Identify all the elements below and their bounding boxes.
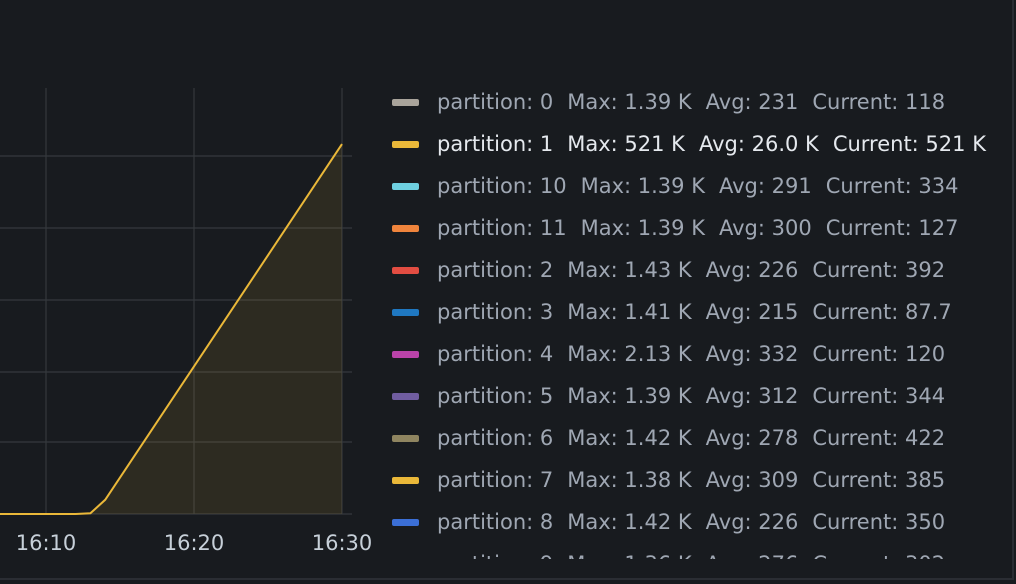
legend-item[interactable]: partition: 2 Max: 1.43 K Avg: 226 Current: …	[392, 249, 945, 291]
legend-avg: Avg: 291	[718, 174, 812, 198]
legend-current: Current: 127	[825, 216, 959, 240]
legend-current: Current: 521 K	[832, 132, 986, 156]
legend-series-name: partition: 2	[437, 258, 554, 282]
legend-item[interactable]: partition: 11 Max: 1.39 K Avg: 300 Current:…	[392, 207, 958, 249]
legend-avg: Avg: 226	[705, 258, 799, 282]
series-line-partition-1[interactable]	[0, 143, 343, 515]
legend-max: Max: 2.13 K	[567, 342, 692, 366]
legend-series-name: partition: 8	[437, 510, 554, 534]
legend-item[interactable]: partition: 0 Max: 1.39 K Avg: 231 Current: …	[392, 81, 945, 123]
legend-max: Max: 1.38 K	[567, 468, 692, 492]
legend-swatch[interactable]	[392, 476, 419, 484]
legend-swatch[interactable]	[392, 266, 419, 274]
legend-current: Current: 422	[812, 426, 946, 450]
legend-item[interactable]: partition: 5 Max: 1.39 K Avg: 312 Current: …	[392, 375, 945, 417]
legend-avg: Avg: 332	[705, 342, 799, 366]
legend-current: Current: 87.7	[812, 300, 952, 324]
legend-series-name: partition: 1	[437, 132, 554, 156]
legend-max: Max: 1.39 K	[580, 174, 705, 198]
legend-avg: Avg: 300	[718, 216, 812, 240]
legend-current: Current: 118	[812, 90, 946, 114]
legend-max: Max: 1.41 K	[567, 300, 692, 324]
legend-current: Current: 392	[812, 258, 946, 282]
x-axis-ticks: 16:10 16:20 16:30	[16, 531, 373, 555]
legend-max: Max: 1.39 K	[567, 90, 692, 114]
legend-current: Current: 302	[812, 552, 945, 559]
legend-avg: Avg: 312	[705, 384, 799, 408]
legend-max: Max: 521 K	[567, 132, 685, 156]
legend-series-name: partition: 10	[437, 174, 567, 198]
legend-swatch[interactable]	[392, 518, 419, 526]
legend-current: Current: 350	[812, 510, 946, 534]
x-tick-label: 16:30	[312, 531, 373, 555]
legend-series-name: partition: 5	[437, 384, 554, 408]
legend-item[interactable]: partition: 6 Max: 1.42 K Avg: 278 Current: …	[392, 417, 945, 459]
series-area-partition-1	[0, 144, 342, 514]
legend-item[interactable]: partition: 9 Max: 1.36 K Avg: 276 Current: …	[392, 543, 945, 559]
legend-avg: Avg: 231	[705, 90, 799, 114]
legend-avg: Avg: 226	[705, 510, 799, 534]
legend-max: Max: 1.39 K	[567, 384, 692, 408]
legend-max: Max: 1.39 K	[580, 216, 705, 240]
legend-item[interactable]: partition: 10 Max: 1.39 K Avg: 291 Current:…	[392, 165, 958, 207]
legend-item[interactable]: partition: 8 Max: 1.42 K Avg: 226 Current: …	[392, 501, 945, 543]
legend-item[interactable]: partition: 7 Max: 1.38 K Avg: 309 Current: …	[392, 459, 945, 501]
legend-max: Max: 1.42 K	[567, 510, 692, 534]
legend-avg: Avg: 278	[705, 426, 799, 450]
legend-swatch[interactable]	[392, 224, 419, 232]
chart-legend: partition: 0 Max: 1.39 K Avg: 231 Current: …	[392, 81, 1012, 559]
legend-series-name: partition: 0	[437, 90, 554, 114]
legend-series-name: partition: 7	[437, 468, 554, 492]
legend-max: Max: 1.36 K	[567, 552, 691, 559]
legend-item[interactable]: partition: 4 Max: 2.13 K Avg: 332 Current: …	[392, 333, 945, 375]
legend-swatch[interactable]	[392, 98, 419, 106]
legend-max: Max: 1.43 K	[567, 258, 692, 282]
legend-item[interactable]: partition: 1 Max: 521 K Avg: 26.0 K Current…	[392, 123, 986, 165]
legend-series-name: partition: 9	[437, 552, 553, 559]
legend-swatch[interactable]	[392, 140, 419, 148]
legend-item[interactable]: partition: 3 Max: 1.41 K Avg: 215 Current: …	[392, 291, 952, 333]
legend-avg: Avg: 309	[705, 468, 799, 492]
legend-current: Current: 120	[812, 342, 946, 366]
chart-grid	[0, 88, 352, 515]
legend-swatch[interactable]	[392, 434, 419, 442]
legend-current: Current: 334	[825, 174, 959, 198]
legend-current: Current: 385	[812, 468, 946, 492]
x-tick-label: 16:20	[164, 531, 225, 555]
legend-series-name: partition: 11	[437, 216, 567, 240]
x-tick-label: 16:10	[16, 531, 77, 555]
time-series-chart: 16:10 16:20 16:30	[0, 88, 373, 555]
legend-swatch[interactable]	[392, 392, 419, 400]
legend-current: Current: 344	[812, 384, 946, 408]
legend-swatch[interactable]	[392, 308, 419, 316]
legend-swatch[interactable]	[392, 182, 419, 190]
legend-series-name: partition: 6	[437, 426, 554, 450]
legend-series-name: partition: 4	[437, 342, 554, 366]
legend-avg: Avg: 276	[706, 552, 799, 559]
legend-swatch[interactable]	[392, 350, 419, 358]
legend-max: Max: 1.42 K	[567, 426, 692, 450]
legend-avg: Avg: 26.0 K	[698, 132, 819, 156]
legend-avg: Avg: 215	[705, 300, 799, 324]
legend-series-name: partition: 3	[437, 300, 554, 324]
